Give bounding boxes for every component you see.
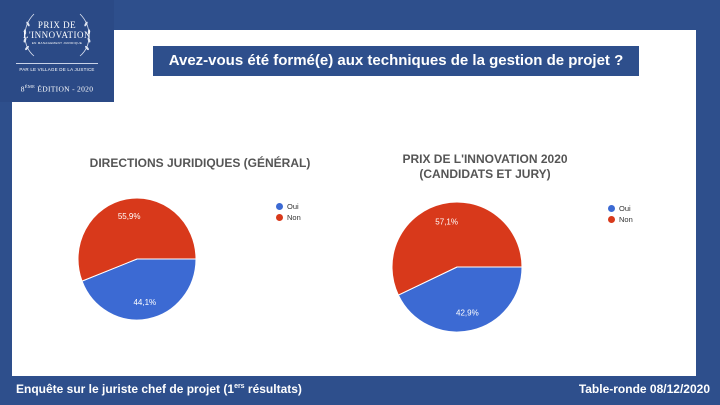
logo: PRIX DE L'INNOVATION EN MANAGEMENT JURID… bbox=[0, 0, 114, 102]
footer-left-text: Enquête sur le juriste chef de projet (1 bbox=[16, 382, 235, 396]
legend-label-oui: Oui bbox=[619, 204, 631, 213]
logo-line-1: PRIX DE bbox=[37, 20, 77, 30]
logo-line-3: EN MANAGEMENT JURIDIQUE bbox=[31, 41, 83, 45]
chart-title-right: PRIX DE L'INNOVATION 2020 (CANDIDATS ET … bbox=[370, 152, 600, 182]
pie-label-non: 57,1% bbox=[435, 217, 458, 226]
legend-item-non: Non bbox=[608, 214, 633, 225]
legend-left: Oui Non bbox=[276, 201, 301, 223]
logo-edition: 8ÈME ÉDITION - 2020 bbox=[0, 82, 114, 94]
pie-chart-left: 44,1% 55,9% bbox=[77, 197, 197, 321]
legend-label-non: Non bbox=[619, 215, 633, 224]
pie-chart-right: 42,9% 57,1% bbox=[391, 201, 523, 333]
legend-label-non: Non bbox=[287, 213, 301, 222]
legend-right: Oui Non bbox=[608, 203, 633, 225]
pie-slice-oui bbox=[81, 258, 197, 321]
legend-swatch-non bbox=[276, 214, 283, 221]
logo-edition-sup: ÈME bbox=[24, 84, 36, 89]
slide-title: Avez-vous été formé(e) aux techniques de… bbox=[153, 46, 639, 76]
pie-label-non: 55,9% bbox=[118, 212, 141, 221]
pie-slice-non bbox=[77, 197, 197, 282]
logo-line-4: PAR LE VILLAGE DE LA JUSTICE bbox=[19, 67, 95, 72]
chart-title-right-line-1: PRIX DE L'INNOVATION 2020 bbox=[402, 152, 568, 166]
logo-edition-text: ÉDITION - 2020 bbox=[35, 84, 94, 94]
laurel-icon bbox=[23, 13, 91, 57]
legend-item-oui: Oui bbox=[608, 203, 633, 214]
logo-edition-number: 8 bbox=[20, 84, 25, 94]
pie-slice-non bbox=[391, 201, 523, 296]
footer-left-sup: ers bbox=[234, 383, 245, 390]
footer-left: Enquête sur le juriste chef de projet (1… bbox=[16, 377, 302, 401]
legend-item-non: Non bbox=[276, 212, 301, 223]
legend-label-oui: Oui bbox=[287, 202, 299, 211]
legend-swatch-oui bbox=[608, 205, 615, 212]
pie-slice-oui bbox=[397, 266, 523, 333]
legend-item-oui: Oui bbox=[276, 201, 301, 212]
legend-swatch-oui bbox=[276, 203, 283, 210]
pie-label-oui: 42,9% bbox=[456, 309, 479, 318]
footer-left-end: résultats) bbox=[244, 382, 302, 396]
footer-right: Table-ronde 08/12/2020 bbox=[578, 382, 710, 396]
legend-swatch-non bbox=[608, 216, 615, 223]
pie-label-oui: 44,1% bbox=[133, 298, 156, 307]
logo-line-2: L'INNOVATION bbox=[23, 30, 91, 40]
chart-title-right-line-2: (CANDIDATS ET JURY) bbox=[419, 167, 551, 181]
chart-title-left: DIRECTIONS JURIDIQUES (GÉNÉRAL) bbox=[89, 156, 311, 170]
logo-divider bbox=[16, 63, 98, 64]
